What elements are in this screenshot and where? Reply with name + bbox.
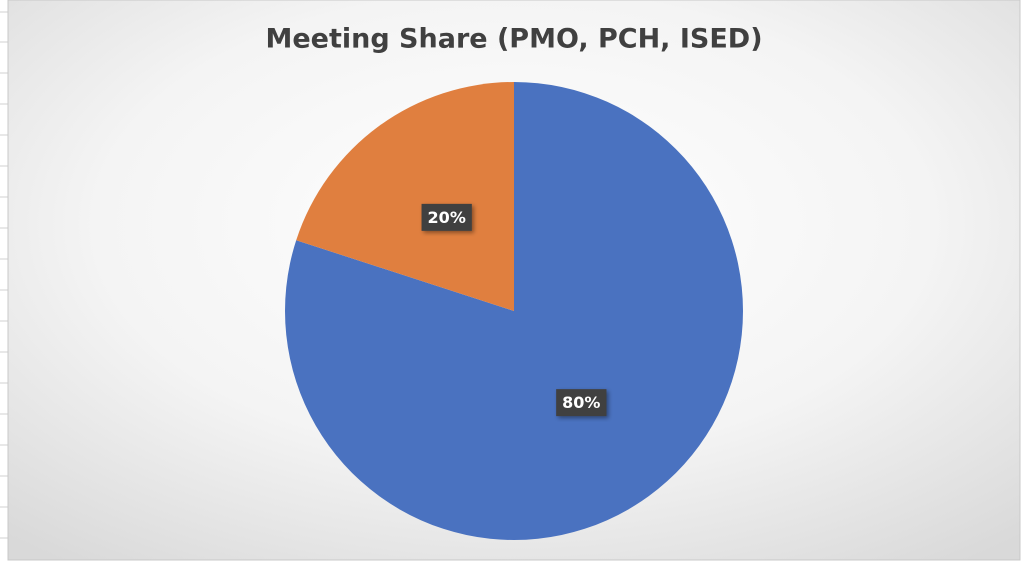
data-label: 80% (562, 393, 600, 412)
data-labels: 80% 20% (421, 203, 607, 417)
data-label-box (421, 203, 472, 231)
data-label: 20% (428, 208, 466, 227)
pie (285, 82, 743, 540)
chart-title: Meeting Share (PMO, PCH, ISED) (265, 24, 762, 55)
data-label-box (556, 389, 607, 417)
sheet-grid (0, 11, 8, 539)
pie-slice (296, 82, 514, 311)
